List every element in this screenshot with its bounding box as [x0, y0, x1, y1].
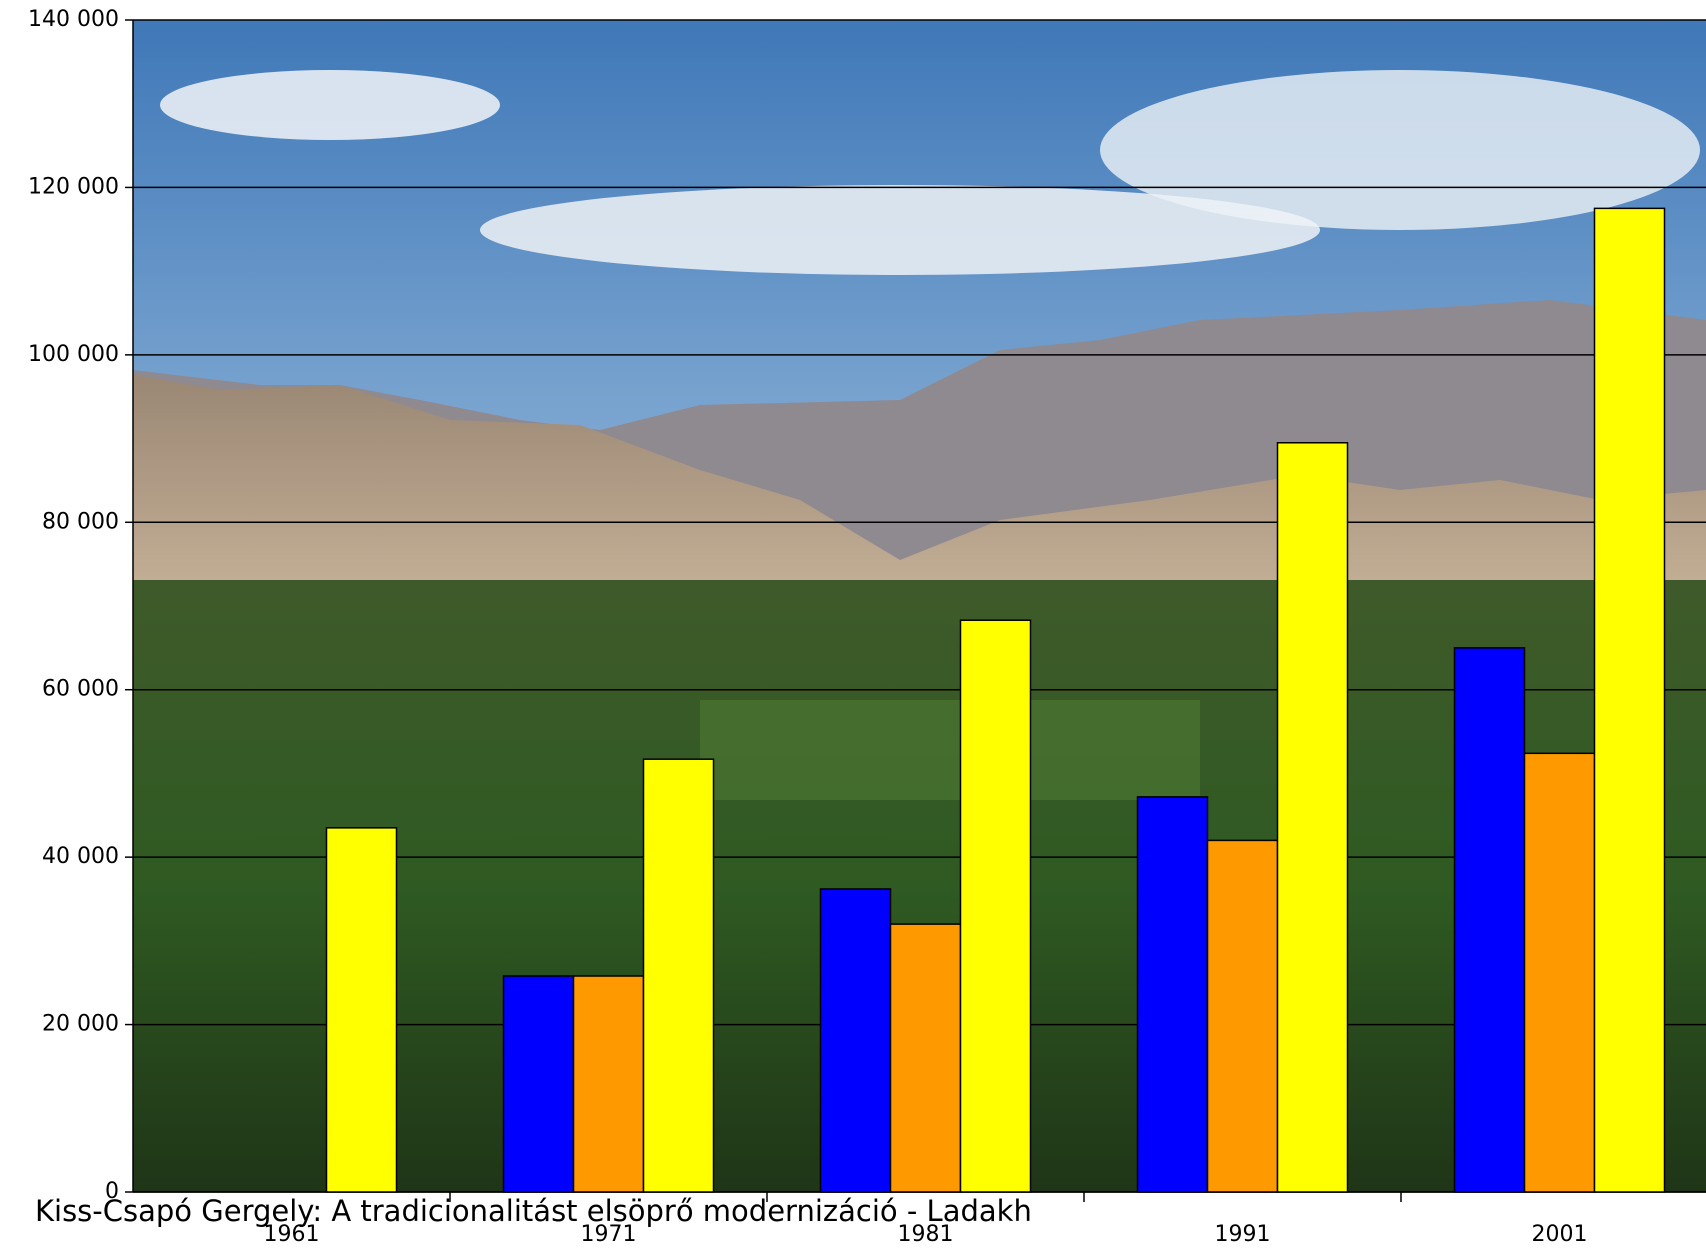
- y-tick-label: 60 000: [42, 677, 119, 702]
- x-tick-label: 2001: [1532, 1222, 1588, 1247]
- x-tick-label: 1971: [581, 1222, 637, 1247]
- bar: [325, 827, 398, 1193]
- y-tick-label: 140 000: [28, 7, 119, 32]
- bar: [1523, 752, 1596, 1193]
- bar: [1206, 839, 1279, 1193]
- y-tick-label: 100 000: [28, 342, 119, 367]
- bar: [1136, 796, 1209, 1193]
- caption: Kiss-Csapó Gergely: A tradicionalitást e…: [35, 1194, 1032, 1228]
- y-tick-label: 80 000: [42, 509, 119, 534]
- bar: [819, 888, 892, 1193]
- y-tick-label: 20 000: [42, 1012, 119, 1037]
- x-tick-label: 1981: [898, 1222, 954, 1247]
- y-tick-label: 0: [105, 1179, 119, 1204]
- bar: [1276, 442, 1349, 1193]
- x-tick-label: 1991: [1215, 1222, 1271, 1247]
- bar: [502, 975, 575, 1193]
- bar: [642, 758, 715, 1193]
- bar: [959, 619, 1032, 1193]
- y-tick-label: 120 000: [28, 174, 119, 199]
- x-tick-label: 1961: [264, 1222, 320, 1247]
- bar: [1453, 647, 1526, 1193]
- bar: [572, 975, 645, 1193]
- bar: [1593, 207, 1666, 1193]
- y-tick-label: 40 000: [42, 844, 119, 869]
- bar: [889, 923, 962, 1193]
